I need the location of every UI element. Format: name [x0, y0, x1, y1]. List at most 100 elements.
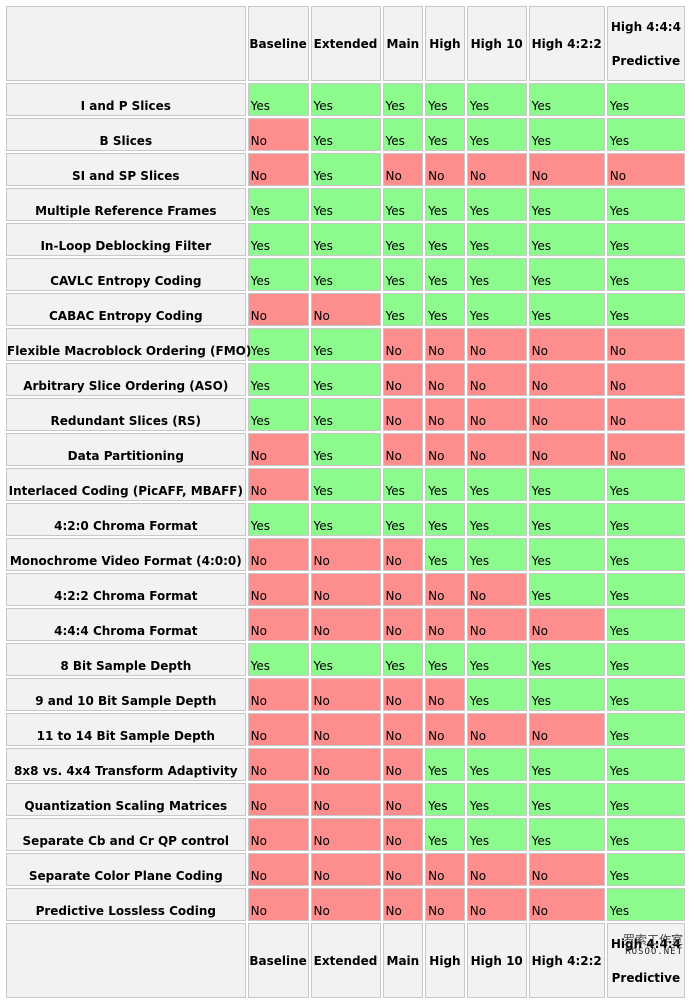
support-cell: No: [310, 853, 381, 886]
support-cell: No: [466, 363, 527, 396]
support-cell: Yes: [528, 258, 605, 291]
support-cell: Yes: [382, 258, 424, 291]
support-cell: No: [425, 363, 465, 396]
support-cell: Yes: [528, 678, 605, 711]
support-cell: Yes: [310, 468, 381, 501]
support-cell: No: [466, 713, 527, 746]
table-row: Predictive Lossless Coding No No No No No No Ye…: [6, 888, 685, 921]
support-cell: No: [310, 888, 381, 921]
support-cell: No: [310, 783, 381, 816]
support-cell: No: [247, 293, 309, 326]
support-cell: Yes: [528, 503, 605, 536]
column-header-high-444-predictive: High 4:4:4 Predictive: [606, 6, 685, 81]
support-cell: No: [466, 328, 527, 361]
table-row: 11 to 14 Bit Sample Depth No No No No No No Yes: [6, 713, 685, 746]
support-cell: No: [310, 818, 381, 851]
column-header-baseline: Baseline: [247, 6, 309, 81]
support-cell: Yes: [382, 293, 424, 326]
support-cell: No: [310, 293, 381, 326]
support-cell: Yes: [606, 188, 685, 221]
support-cell: No: [247, 538, 309, 571]
support-cell: No: [382, 398, 424, 431]
support-cell: No: [310, 678, 381, 711]
feature-label: CABAC Entropy Coding: [6, 293, 246, 326]
support-cell: Yes: [606, 468, 685, 501]
support-cell: Yes: [528, 468, 605, 501]
support-cell: Yes: [606, 678, 685, 711]
support-cell: Yes: [382, 188, 424, 221]
support-cell: No: [247, 748, 309, 781]
support-cell: Yes: [606, 608, 685, 641]
feature-label: Arbitrary Slice Ordering (ASO): [6, 363, 246, 396]
support-cell: Yes: [247, 223, 309, 256]
feature-label: 4:2:2 Chroma Format: [6, 573, 246, 606]
watermark: 罗索工作室 ROSOO.NET: [623, 934, 683, 958]
support-cell: No: [466, 888, 527, 921]
support-cell: No: [247, 783, 309, 816]
support-cell: No: [247, 118, 309, 151]
support-cell: Yes: [425, 83, 465, 116]
support-cell: Yes: [528, 118, 605, 151]
table-row: Multiple Reference Frames Yes Yes Yes Yes Yes…: [6, 188, 685, 221]
support-cell: Yes: [310, 643, 381, 676]
column-footer-main: Main: [382, 923, 424, 998]
support-cell: No: [310, 608, 381, 641]
column-footer-high: High: [425, 923, 465, 998]
support-cell: Yes: [310, 153, 381, 186]
support-cell: Yes: [382, 468, 424, 501]
support-cell: Yes: [247, 258, 309, 291]
support-cell: Yes: [528, 748, 605, 781]
support-cell: No: [425, 398, 465, 431]
feature-label: I and P Slices: [6, 83, 246, 116]
table-row: 4:2:0 Chroma Format Yes Yes Yes Yes Yes Yes Yes: [6, 503, 685, 536]
support-cell: Yes: [310, 503, 381, 536]
support-cell: No: [425, 678, 465, 711]
support-cell: No: [466, 153, 527, 186]
column-header-high: High: [425, 6, 465, 81]
support-cell: Yes: [466, 293, 527, 326]
support-cell: No: [382, 818, 424, 851]
support-cell: No: [528, 433, 605, 466]
support-cell: Yes: [425, 538, 465, 571]
column-header-high-10: High 10: [466, 6, 527, 81]
support-cell: Yes: [247, 83, 309, 116]
feature-label: Multiple Reference Frames: [6, 188, 246, 221]
support-cell: Yes: [247, 328, 309, 361]
footer-row: Baseline Extended Main High High 10 High…: [6, 923, 685, 998]
support-cell: Yes: [310, 83, 381, 116]
support-cell: No: [382, 853, 424, 886]
support-cell: No: [425, 328, 465, 361]
support-cell: No: [528, 328, 605, 361]
feature-label: 11 to 14 Bit Sample Depth: [6, 713, 246, 746]
table-row: 8 Bit Sample Depth Yes Yes Yes Yes Yes Yes Yes: [6, 643, 685, 676]
table-row: Redundant Slices (RS) Yes Yes No No No No No: [6, 398, 685, 431]
support-cell: Yes: [466, 223, 527, 256]
support-cell: No: [247, 678, 309, 711]
table-row: Separate Color Plane Coding No No No No No No Y…: [6, 853, 685, 886]
table-row: CABAC Entropy Coding No No Yes Yes Yes Yes Yes: [6, 293, 685, 326]
support-cell: No: [425, 713, 465, 746]
support-cell: No: [382, 328, 424, 361]
table-row: 8x8 vs. 4x4 Transform Adaptivity No No No Ye…: [6, 748, 685, 781]
feature-label: 4:4:4 Chroma Format: [6, 608, 246, 641]
support-cell: Yes: [606, 783, 685, 816]
support-cell: Yes: [247, 503, 309, 536]
support-cell: Yes: [425, 258, 465, 291]
support-cell: Yes: [425, 818, 465, 851]
support-cell: No: [310, 573, 381, 606]
feature-label: Monochrome Video Format (4:0:0): [6, 538, 246, 571]
support-cell: Yes: [606, 258, 685, 291]
support-cell: Yes: [466, 643, 527, 676]
support-cell: No: [466, 573, 527, 606]
support-cell: No: [528, 713, 605, 746]
support-cell: Yes: [466, 258, 527, 291]
support-cell: No: [382, 608, 424, 641]
support-cell: No: [528, 363, 605, 396]
table-row: Separate Cb and Cr QP control No No No Yes Ye…: [6, 818, 685, 851]
support-cell: No: [382, 573, 424, 606]
support-cell: Yes: [606, 748, 685, 781]
header-row: Baseline Extended Main High High 10 High…: [6, 6, 685, 81]
support-cell: Yes: [382, 643, 424, 676]
feature-label: B Slices: [6, 118, 246, 151]
column-header-high-422: High 4:2:2: [528, 6, 605, 81]
